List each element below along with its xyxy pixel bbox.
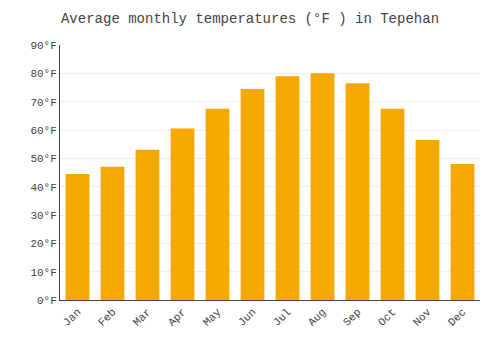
- svg-text:90°F: 90°F: [30, 40, 56, 52]
- svg-text:Feb: Feb: [96, 306, 118, 328]
- svg-text:40°F: 40°F: [30, 182, 56, 194]
- svg-text:70°F: 70°F: [30, 97, 56, 109]
- svg-text:Aug: Aug: [306, 306, 328, 328]
- svg-text:10°F: 10°F: [30, 267, 56, 279]
- svg-text:Nov: Nov: [411, 306, 434, 329]
- svg-text:0°F: 0°F: [37, 295, 57, 307]
- svg-text:80°F: 80°F: [30, 68, 56, 80]
- svg-text:50°F: 50°F: [30, 153, 56, 165]
- svg-text:Average monthly temperatures (: Average monthly temperatures (°F ) in Te…: [61, 11, 439, 27]
- svg-text:Jul: Jul: [271, 306, 293, 328]
- svg-text:30°F: 30°F: [30, 210, 56, 222]
- svg-text:Apr: Apr: [166, 306, 188, 328]
- svg-text:Jun: Jun: [236, 306, 258, 328]
- svg-text:20°F: 20°F: [30, 238, 56, 250]
- svg-text:Sep: Sep: [341, 306, 363, 328]
- svg-text:Dec: Dec: [446, 306, 468, 328]
- svg-text:60°F: 60°F: [30, 125, 56, 137]
- svg-text:May: May: [201, 306, 224, 329]
- svg-text:Mar: Mar: [131, 306, 153, 328]
- svg-text:Jan: Jan: [61, 306, 83, 328]
- svg-text:Oct: Oct: [376, 306, 398, 328]
